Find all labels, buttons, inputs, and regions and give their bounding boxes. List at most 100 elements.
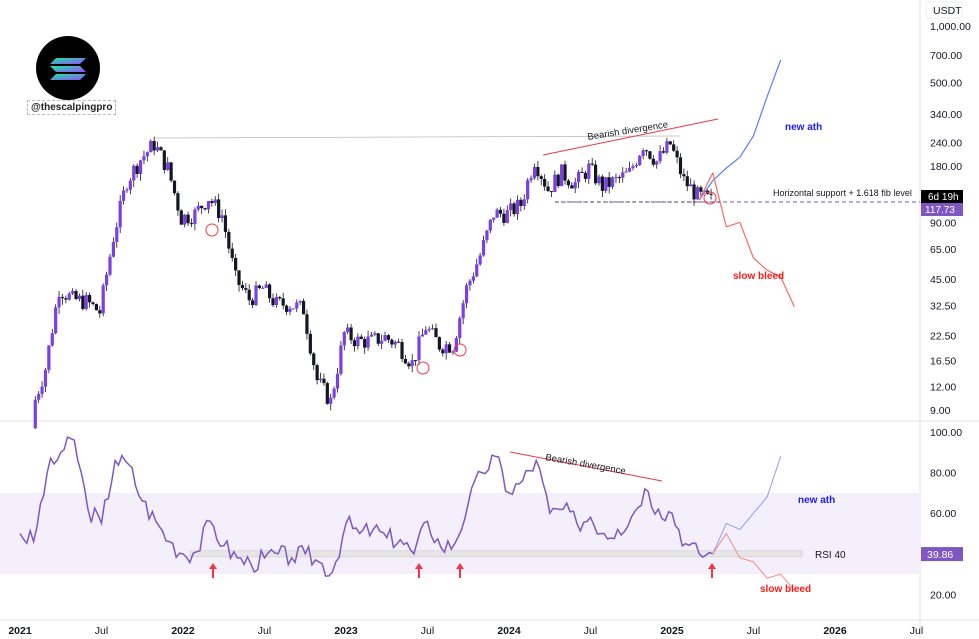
candle-body (427, 328, 431, 331)
candle-body (274, 297, 278, 306)
candle-body (342, 331, 346, 346)
candle-body (447, 344, 452, 353)
candle-body (458, 318, 462, 339)
candle-body (359, 336, 363, 339)
candle-body (261, 287, 265, 289)
candle-body (349, 327, 353, 341)
time-tick-label: Jul (584, 625, 597, 637)
candle-body (678, 157, 683, 175)
last-price-label: 117.73 (925, 205, 955, 216)
candle-body (332, 388, 336, 398)
countdown-label: 6d 19h (928, 192, 959, 203)
candle-body (543, 178, 547, 187)
price-tick-label: 700.00 (930, 50, 962, 62)
candle-body (237, 270, 241, 285)
bear-label: slow bleed (733, 271, 784, 282)
candle-body (94, 304, 99, 311)
candle-body (356, 336, 360, 347)
candle-body (437, 337, 441, 350)
candle-body (583, 172, 588, 179)
candle-body (570, 185, 574, 189)
candle-body (329, 397, 333, 404)
arrow-up-icon (456, 563, 464, 569)
candle-body (206, 201, 211, 210)
currency-box[interactable] (925, 1, 963, 19)
candle-body (159, 147, 163, 151)
candle-body (651, 158, 655, 165)
candle-body (135, 165, 139, 174)
candle-body (257, 285, 262, 289)
candle-body (441, 349, 445, 354)
candle-body (152, 141, 156, 151)
candle-body (172, 180, 177, 194)
time-tick-label: 2022 (171, 625, 195, 637)
candle-body (478, 255, 482, 265)
candle-body (695, 187, 700, 200)
candle-body (577, 171, 581, 183)
price-tick-label: 500.00 (930, 78, 962, 90)
highlight-circle (416, 361, 430, 375)
time-tick-label: Jul (95, 625, 108, 637)
arrow-up-icon (708, 563, 716, 569)
candle-body (553, 174, 557, 192)
candle-body (346, 327, 350, 332)
candle-body (305, 314, 309, 334)
rsi-tick-label: 60.00 (930, 508, 956, 520)
highlight-circle (703, 191, 717, 205)
candle-body (138, 160, 143, 174)
rsi-40-zone (189, 550, 803, 558)
candle-body (98, 310, 102, 314)
candle-body (251, 300, 255, 306)
candle-body (610, 177, 615, 187)
candle-body (183, 214, 187, 225)
candle-body (600, 176, 604, 191)
candle-body (301, 301, 306, 315)
candle-body (234, 257, 238, 271)
candle-body (132, 165, 136, 181)
candle-body (468, 280, 472, 286)
time-tick-label: 2025 (660, 625, 684, 637)
candle-body (492, 217, 496, 220)
candle-body (607, 177, 611, 187)
last-price-badge (921, 203, 963, 216)
candle-body (631, 166, 635, 168)
candle-body (363, 338, 367, 348)
candle-body (254, 285, 258, 306)
candle-body (335, 373, 340, 389)
candle-body (121, 190, 126, 201)
candle-body (267, 284, 272, 299)
candle-body (200, 205, 204, 209)
candle-body (464, 285, 469, 304)
candle-body (366, 336, 370, 348)
watermark-handle: @thescalpingpro (27, 100, 117, 115)
candle-body (539, 176, 543, 179)
candle-body (621, 172, 625, 178)
rsi-band (0, 492, 920, 575)
candle-body (271, 298, 275, 306)
candle-body (244, 288, 248, 290)
candle-body (298, 301, 302, 303)
watermark-logo (36, 36, 100, 100)
candle-body (101, 285, 105, 314)
candle-body (67, 293, 71, 300)
candle-body (247, 289, 251, 301)
candle-body (546, 186, 550, 192)
candle-body (376, 333, 380, 344)
arrow-up-icon (415, 563, 423, 569)
time-tick-label: Jul (258, 625, 271, 637)
candle-body (471, 276, 475, 281)
price-tick-label: 90.00 (930, 217, 956, 229)
price-tick-label: 45.00 (930, 274, 956, 286)
candle-body (556, 174, 560, 187)
candle-body (590, 163, 594, 165)
candle-body (414, 360, 418, 362)
candle-body (661, 151, 666, 153)
candle-body (522, 199, 526, 207)
time-tick-label: Jul (910, 625, 923, 637)
candle-body (644, 150, 649, 152)
candle-body (641, 150, 645, 157)
candle-body (505, 210, 509, 223)
candle-body (665, 141, 669, 153)
candle-body (529, 178, 533, 181)
